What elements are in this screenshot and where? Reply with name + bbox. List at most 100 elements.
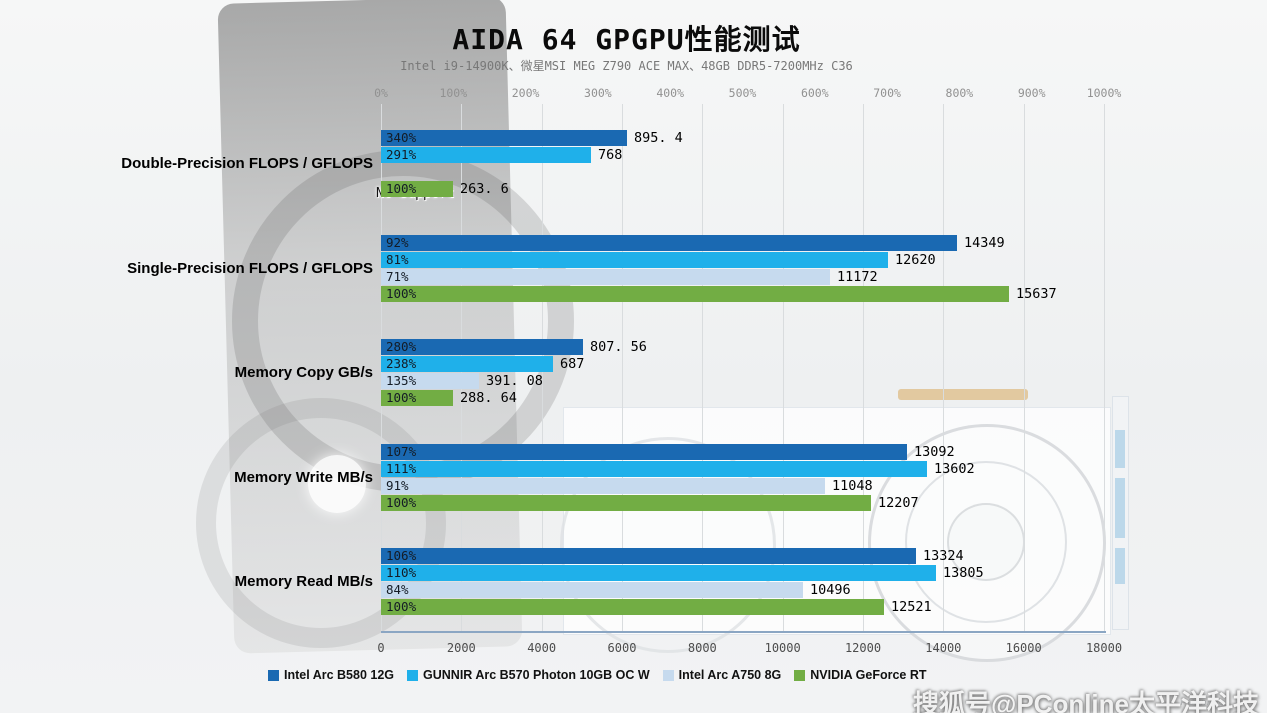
bar-value-label: 391. 08: [486, 373, 543, 389]
bar-row: 238% 687: [381, 356, 1105, 372]
legend-swatch: [268, 669, 279, 681]
bar-value-label: 687: [560, 356, 585, 372]
category-label: Memory Read MB/s: [234, 573, 373, 590]
bar-percent-label: 81%: [386, 252, 409, 267]
legend-label: Intel Arc A750 8G: [678, 668, 782, 682]
bar-group-3: 280% 807. 56 238% 687 135% 391. 08 100% 288. 64: [381, 339, 1105, 407]
bar-value-label: 13324: [923, 548, 964, 564]
bottom-axis-tick: 4000: [527, 641, 557, 655]
bar-row: 100% 12207: [381, 495, 1105, 511]
bar-value-label: 807. 56: [590, 339, 647, 355]
legend-label: Intel Arc B580 12G: [284, 668, 395, 682]
bottom-axis-tick: 0: [377, 641, 385, 655]
bar-row: 280% 807. 56: [381, 339, 1105, 355]
bar-row: 71% 11172: [381, 269, 1105, 285]
bottom-axis-line: [381, 631, 1106, 633]
bar-percent-label: 111%: [386, 461, 417, 476]
bar-row: 111% 13602: [381, 461, 1105, 477]
top-axis-tick: 100%: [439, 86, 468, 100]
bar-percent-label: 100%: [386, 181, 417, 196]
bar-value-label: 12207: [878, 495, 919, 511]
gpu-port: [1115, 478, 1125, 538]
bar-row: 340% 895. 4: [381, 130, 1105, 146]
bottom-axis-tick: 2000: [446, 641, 476, 655]
grid-line: [943, 104, 945, 633]
bar: 100%: [381, 390, 453, 406]
bar-percent-label: 340%: [386, 130, 417, 145]
grid-line: [782, 104, 784, 633]
bar-row: 106% 13324: [381, 548, 1105, 564]
bar-row: 100% 288. 64: [381, 390, 1105, 406]
bar: 106%: [381, 548, 916, 564]
chart-title: AIDA 64 GPGPU性能测试: [452, 23, 801, 56]
bar-row: 135% 391. 08: [381, 373, 1105, 389]
legend-swatch: [794, 669, 806, 681]
category-label: Memory Write MB/s: [234, 469, 373, 486]
bar: 81%: [381, 252, 888, 268]
bar-group-4: 107% 13092 111% 13602 91% 11048 100% 12207: [381, 444, 1105, 512]
bar: 100%: [381, 599, 884, 615]
bar-percent-label: 100%: [386, 286, 417, 301]
bar-value-label: 263. 6: [460, 181, 509, 197]
bar-percent-label: 91%: [386, 478, 409, 493]
bar-row: 100% 15637: [381, 286, 1105, 302]
bottom-axis-tick: 6000: [607, 641, 637, 655]
bar: 91%: [381, 478, 825, 494]
top-axis-tick: 500%: [728, 86, 757, 100]
legend-item: NVIDIA GeForce RT: [794, 668, 927, 682]
top-axis-tick: 800%: [945, 86, 974, 100]
bar-percent-label: 100%: [386, 390, 417, 405]
bottom-axis-tick: 14000: [925, 641, 962, 655]
top-axis-tick: 0%: [374, 86, 388, 100]
bar: 100%: [381, 181, 453, 197]
bar: 107%: [381, 444, 907, 460]
gpu-port: [1115, 430, 1125, 468]
gpu-io-bracket: [1112, 396, 1129, 630]
bar: 135%: [381, 373, 479, 389]
grid-line: [622, 104, 623, 633]
bar-row: 107% 13092: [381, 444, 1105, 460]
bar-value-label: 12620: [895, 252, 936, 268]
top-axis-tick: 900%: [1017, 86, 1046, 100]
bar-value-label: 10496: [810, 582, 851, 598]
legend-swatch: [407, 669, 419, 681]
legend-item: Intel Arc B580 12G: [268, 668, 394, 682]
top-axis-tick: 300%: [584, 86, 612, 100]
bar-row: [381, 164, 1105, 180]
bar-value-label: 11048: [832, 478, 873, 494]
bar-value-label: 13092: [914, 444, 955, 460]
bottom-axis-tick: 10000: [764, 641, 801, 655]
grid-line: [1023, 104, 1025, 633]
top-axis-tick: 400%: [656, 86, 685, 100]
bar-percent-label: 280%: [386, 339, 417, 354]
legend-swatch: [662, 669, 674, 681]
chart-subtitle: Intel i9-14900K、微星MSI MEG Z790 ACE MAX、4…: [400, 59, 853, 73]
legend-item: GUNNIR Arc B570 Photon 10GB OC W: [407, 668, 650, 682]
bar-percent-label: 135%: [386, 373, 417, 388]
bar-percent-label: 106%: [386, 548, 417, 563]
bar: 92%: [381, 235, 957, 251]
bar-value-label: 288. 64: [460, 390, 517, 406]
top-axis-tick: 600%: [800, 86, 829, 100]
bottom-axis-tick: 8000: [687, 641, 717, 655]
watermark: 搜狐号@PConline太平洋科技: [912, 689, 1259, 713]
bar: 291%: [381, 147, 591, 163]
bottom-axis-tick: 18000: [1085, 641, 1123, 655]
bar-percent-label: 100%: [386, 599, 417, 614]
bar-percent-label: 92%: [386, 235, 409, 250]
bar-value-label: 13805: [943, 565, 984, 581]
bar: 110%: [381, 565, 936, 581]
top-axis-tick: 700%: [873, 86, 901, 100]
bar-percent-label: 110%: [386, 565, 417, 580]
bar-row: 291% 768: [381, 147, 1105, 163]
bar-value-label: 14349: [964, 235, 1005, 251]
bar-row: 84% 10496: [381, 582, 1105, 598]
bar: 100%: [381, 495, 871, 511]
category-label: Single-Precision FLOPS / GFLOPS: [127, 260, 373, 277]
bar: 340%: [381, 130, 627, 146]
bar-value-label: 12521: [891, 599, 932, 615]
category-label: Double-Precision FLOPS / GFLOPS: [121, 155, 373, 172]
category-label: Memory Copy GB/s: [234, 364, 373, 381]
